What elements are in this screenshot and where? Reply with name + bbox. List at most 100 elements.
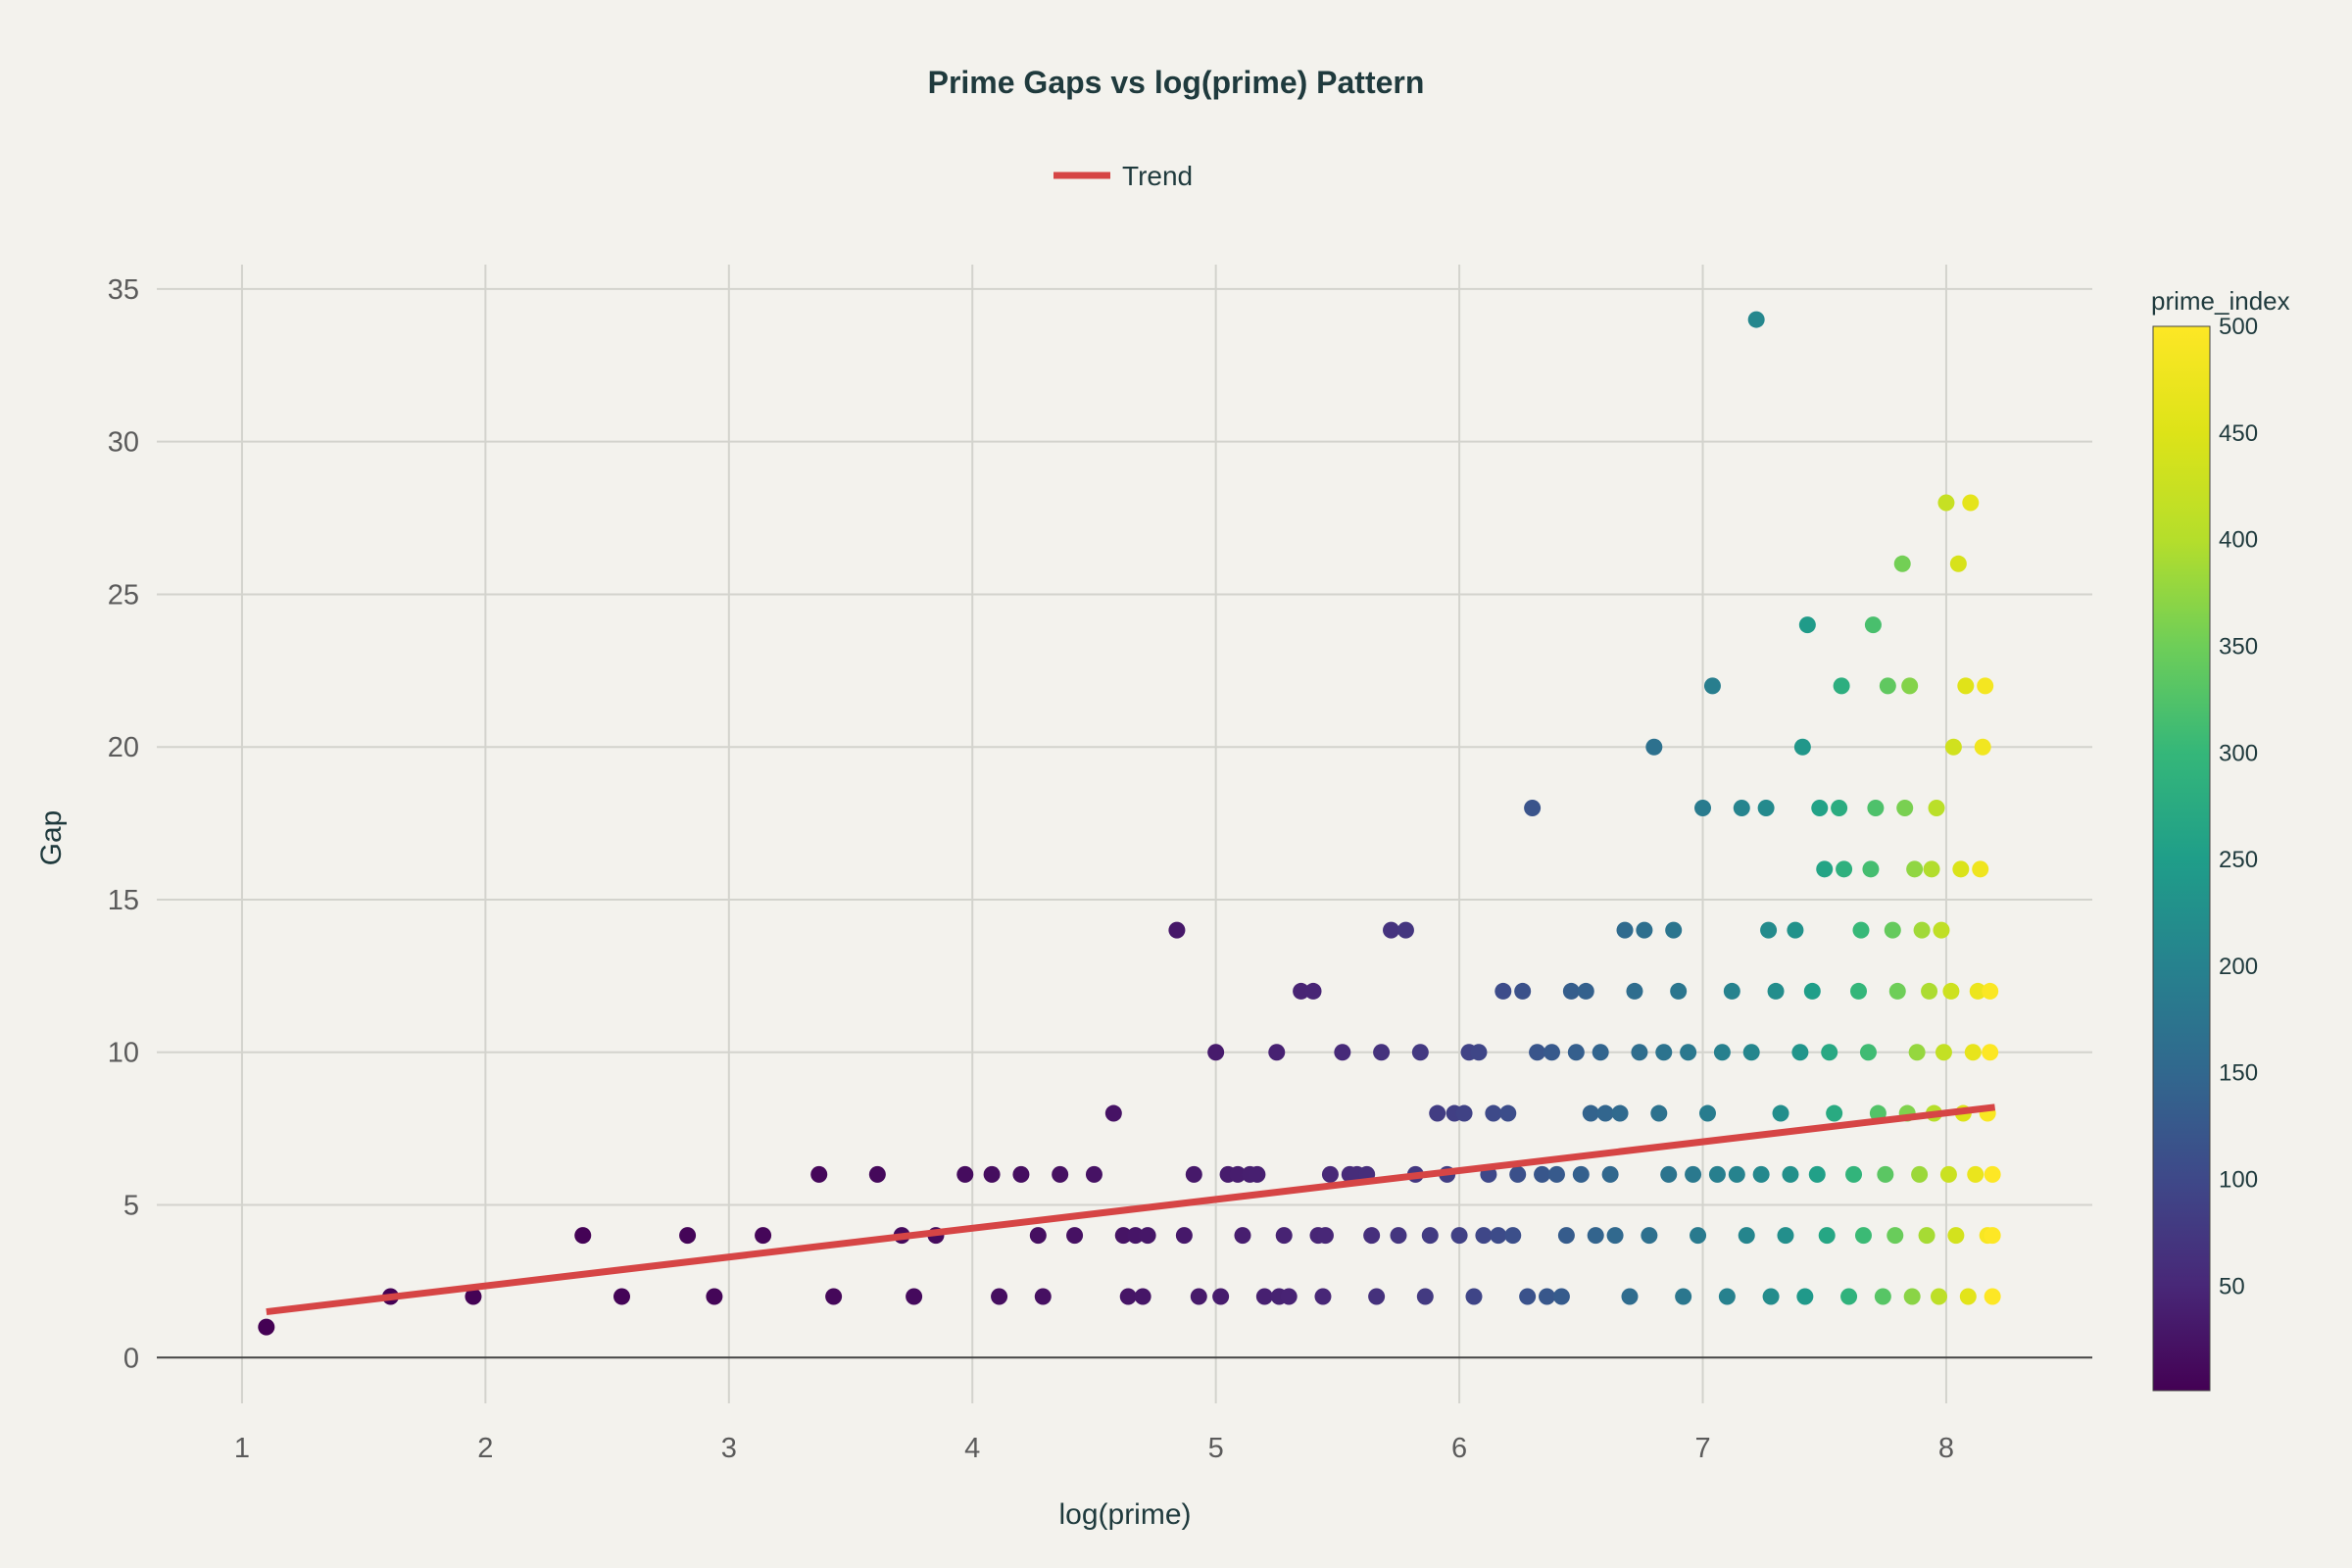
data-point <box>1816 860 1834 878</box>
data-point <box>1879 677 1896 695</box>
y-tick-label: 30 <box>108 427 139 459</box>
data-point <box>1967 1165 1984 1183</box>
x-tick-label: 5 <box>1208 1433 1224 1464</box>
data-point <box>1738 1227 1755 1245</box>
colorbar-tick-label: 350 <box>2219 633 2258 660</box>
data-point <box>1952 860 1970 878</box>
data-point <box>1660 1165 1678 1183</box>
colorbar-title: prime_index <box>2151 286 2290 316</box>
data-point <box>574 1227 592 1245</box>
data-point <box>679 1227 697 1245</box>
data-point <box>1845 1165 1863 1183</box>
data-point <box>1465 1288 1483 1305</box>
colorbar-ticks: 50 100 150 200 250 300 350 400 450 500 <box>2219 314 2258 1299</box>
data-point <box>956 1165 974 1183</box>
data-point <box>1396 921 1414 939</box>
data-point <box>1455 1104 1473 1122</box>
data-point <box>1383 921 1400 939</box>
data-point <box>1631 1044 1648 1061</box>
data-point <box>1877 1165 1894 1183</box>
data-point <box>1685 1165 1702 1183</box>
data-point <box>1808 1165 1826 1183</box>
data-point <box>1886 1227 1904 1245</box>
data-point <box>1962 494 1980 512</box>
data-point <box>1012 1165 1030 1183</box>
data-point <box>1906 860 1924 878</box>
data-point <box>1852 921 1870 939</box>
colorbar-tick-label: 300 <box>2219 740 2258 766</box>
x-axis-ticks: 1 2 3 4 5 6 7 8 <box>234 1433 1954 1464</box>
x-tick-label: 4 <box>964 1433 980 1464</box>
data-point <box>1255 1288 1273 1305</box>
data-point <box>1874 1288 1891 1305</box>
data-point <box>1680 1044 1697 1061</box>
data-point <box>1373 1044 1391 1061</box>
data-point <box>1723 982 1740 1000</box>
data-point <box>1901 677 1919 695</box>
colorbar-tick-label: 50 <box>2219 1273 2245 1299</box>
data-point <box>1947 1227 1965 1245</box>
data-point <box>706 1288 723 1305</box>
data-point <box>1803 982 1821 1000</box>
data-point <box>1280 1288 1298 1305</box>
data-point <box>1127 1227 1145 1245</box>
data-point <box>1611 1104 1629 1122</box>
data-point <box>1949 555 1967 572</box>
data-point <box>1690 1227 1707 1245</box>
data-point <box>1655 1044 1673 1061</box>
data-point <box>1268 1044 1286 1061</box>
data-point <box>1933 921 1950 939</box>
colorbar-tick-label: 450 <box>2219 420 2258 447</box>
data-point <box>1777 1227 1794 1245</box>
x-tick-label: 7 <box>1694 1433 1710 1464</box>
x-tick-label: 8 <box>1938 1433 1954 1464</box>
data-point <box>1833 677 1850 695</box>
x-tick-label: 2 <box>477 1433 493 1464</box>
data-point <box>1592 1044 1609 1061</box>
data-point <box>1821 1044 1838 1061</box>
data-point <box>1621 1288 1639 1305</box>
data-point <box>1921 982 1938 1000</box>
data-point <box>1982 1044 1999 1061</box>
data-point <box>1499 1104 1517 1122</box>
data-point <box>1818 1227 1836 1245</box>
data-point <box>1470 1044 1488 1061</box>
colorbar-tick-label: 150 <box>2219 1060 2258 1087</box>
data-point <box>810 1165 828 1183</box>
x-tick-label: 6 <box>1451 1433 1467 1464</box>
data-point <box>1752 1165 1770 1183</box>
data-point <box>1494 982 1512 1000</box>
data-point <box>1884 921 1901 939</box>
y-tick-label: 20 <box>108 732 139 763</box>
data-point <box>1249 1165 1266 1183</box>
data-point <box>1229 1165 1247 1183</box>
data-point <box>1114 1227 1132 1245</box>
data-point <box>1984 1288 2001 1305</box>
data-point <box>1713 1044 1731 1061</box>
data-point <box>1390 1227 1407 1245</box>
data-point <box>1850 982 1868 1000</box>
data-point <box>1547 1165 1565 1183</box>
data-point <box>1675 1288 1692 1305</box>
data-point <box>1888 982 1906 1000</box>
data-point <box>1636 921 1653 939</box>
data-point <box>906 1288 923 1305</box>
data-point <box>1557 1227 1575 1245</box>
colorbar-gradient <box>2152 325 2211 1392</box>
data-point <box>825 1288 843 1305</box>
y-tick-label: 0 <box>123 1343 139 1374</box>
data-point <box>1742 1044 1760 1061</box>
data-point <box>1772 1104 1789 1122</box>
data-point <box>1896 800 1914 817</box>
data-point <box>1942 982 1960 1000</box>
data-point <box>1626 982 1643 1000</box>
data-point <box>1703 677 1721 695</box>
data-point <box>1552 1288 1570 1305</box>
legend[interactable]: Trend <box>1054 161 1193 191</box>
data-point <box>1939 1165 1957 1183</box>
data-point <box>1577 982 1594 1000</box>
data-point <box>1293 982 1310 1000</box>
colorbar-tick-label: 400 <box>2219 527 2258 554</box>
data-point <box>1782 1165 1799 1183</box>
data-point <box>1429 1104 1446 1122</box>
